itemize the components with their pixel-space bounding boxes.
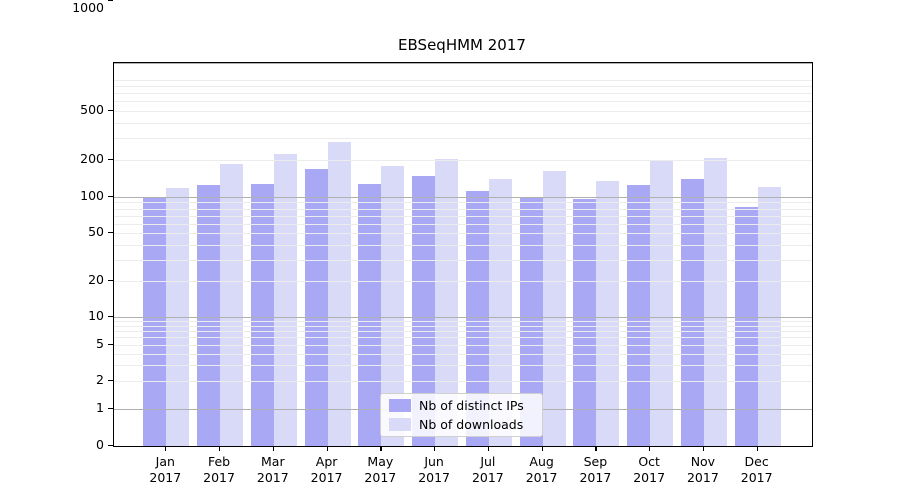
x-tick-aug — [541, 446, 543, 452]
x-tick-jan — [165, 446, 167, 452]
bar-ips-dec — [734, 207, 758, 446]
x-tick-oct — [649, 446, 651, 452]
x-tick-label-oct: Oct 2017 — [633, 454, 666, 485]
ips-series-swatch — [389, 399, 411, 412]
bar-ips-nov — [680, 179, 704, 446]
y-tick-2 — [108, 380, 113, 382]
x-tick-mar — [272, 446, 274, 452]
bar-ips-sep — [573, 198, 597, 446]
bar-downloads-may — [381, 166, 405, 446]
y-tick-label-100: 100 — [80, 188, 104, 203]
legend-item-downloads: Nb of downloads — [389, 417, 534, 432]
bar-ips-oct — [627, 184, 651, 446]
bar-downloads-sep — [596, 180, 620, 446]
x-tick-label-jul: Jul 2017 — [471, 454, 504, 485]
bar-downloads-jun — [435, 158, 459, 446]
x-tick-apr — [326, 446, 328, 452]
x-tick-label-dec: Dec 2017 — [740, 454, 773, 485]
x-tick-feb — [219, 446, 221, 452]
x-tick-label-sep: Sep 2017 — [579, 454, 612, 485]
x-tick-label-aug: Aug 2017 — [525, 454, 558, 485]
x-tick-label-apr: Apr 2017 — [310, 454, 343, 485]
bar-downloads-oct — [650, 161, 674, 446]
bar-downloads-dec — [757, 186, 781, 446]
x-tick-label-feb: Feb 2017 — [203, 454, 235, 485]
y-tick-200 — [108, 158, 113, 161]
x-tick-dec — [756, 446, 758, 452]
bar-ips-mar — [250, 183, 274, 446]
y-tick-label-5: 5 — [96, 335, 104, 351]
y-tick-5 — [108, 343, 113, 345]
legend: Nb of distinct IPs Nb of downloads — [380, 393, 543, 437]
y-tick-20 — [108, 279, 113, 282]
x-tick-label-jun: Jun 2017 — [418, 454, 450, 485]
y-tick-label-10: 10 — [88, 308, 104, 323]
bar-ips-may — [358, 183, 382, 446]
bar-downloads-jul — [488, 179, 512, 446]
y-tick-label-0: 0 — [96, 437, 104, 452]
y-tick-1 — [108, 408, 113, 410]
y-tick-label-200: 200 — [80, 150, 104, 166]
y-tick-1000 — [108, 0, 113, 2]
y-tick-label-1000: 1000 — [72, 0, 104, 15]
y-tick-10 — [108, 316, 113, 318]
x-tick-label-jan: Jan 2017 — [149, 454, 182, 485]
bar-ips-jun — [412, 175, 436, 446]
bar-ips-jan — [143, 197, 167, 446]
y-tick-label-20: 20 — [88, 271, 104, 287]
x-tick-label-nov: Nov 2017 — [686, 454, 719, 485]
downloads-series-swatch — [389, 418, 411, 431]
bar-ips-apr — [304, 168, 328, 446]
plot-area: Nb of distinct IPs Nb of downloads — [113, 62, 813, 447]
x-tick-jul — [487, 446, 490, 452]
bar-downloads-apr — [327, 141, 351, 446]
y-tick-500 — [108, 110, 113, 112]
x-tick-jun — [434, 446, 436, 452]
bar-ips-feb — [197, 184, 221, 446]
x-tick-nov — [702, 446, 705, 452]
y-tick-label-1: 1 — [96, 400, 104, 415]
x-tick-sep — [595, 446, 597, 452]
bars-layer — [114, 63, 812, 446]
bar-downloads-nov — [703, 157, 727, 446]
y-tick-0 — [108, 445, 113, 447]
bar-downloads-aug — [542, 170, 566, 446]
y-tick-label-2: 2 — [96, 372, 104, 388]
bar-downloads-mar — [273, 154, 297, 446]
y-tick-50 — [108, 232, 113, 234]
y-tick-label-500: 500 — [80, 102, 104, 118]
legend-label: Nb of downloads — [419, 417, 524, 432]
chart-title: EBSeqHMM 2017 — [398, 36, 526, 54]
legend-label: Nb of distinct IPs — [419, 398, 524, 413]
bar-downloads-jan — [166, 188, 190, 446]
x-tick-label-may: May 2017 — [364, 454, 397, 485]
x-tick-label-mar: Mar 2017 — [256, 454, 289, 485]
x-tick-may — [380, 446, 382, 452]
y-tick-label-50: 50 — [88, 224, 104, 240]
y-tick-100 — [108, 196, 113, 198]
bar-downloads-feb — [220, 163, 244, 446]
legend-item-distinct-ips: Nb of distinct IPs — [389, 398, 534, 413]
